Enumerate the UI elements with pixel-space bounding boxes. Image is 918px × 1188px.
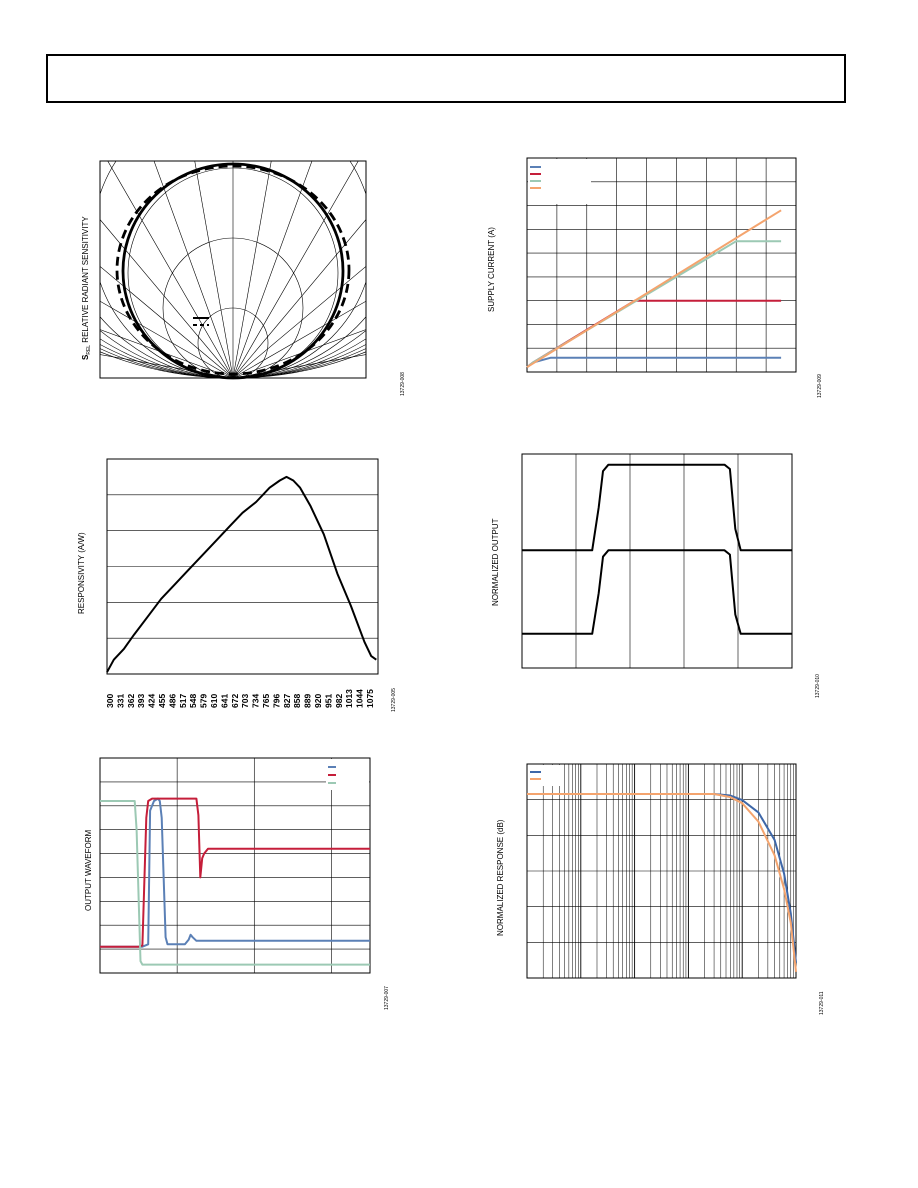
figure-code: 13729-010 bbox=[815, 674, 821, 698]
normalized-response-chart: NORMALIZED RESPONSE (dB) 13729-011 bbox=[496, 763, 825, 1015]
plot-frame bbox=[521, 453, 793, 669]
x-tick-label: 548 bbox=[188, 694, 198, 708]
polar-radial-line bbox=[232, 161, 313, 378]
polar-radial-line bbox=[100, 354, 234, 378]
x-tick-label: 703 bbox=[240, 694, 250, 708]
x-tick-label: 672 bbox=[230, 694, 240, 708]
polar-radial-line bbox=[100, 329, 234, 378]
series-line-3 bbox=[100, 800, 370, 966]
x-tick-label: 796 bbox=[271, 694, 281, 708]
supply-current-chart: SUPPLY CURRENT (A) 13729-009 bbox=[487, 157, 823, 398]
grid bbox=[527, 764, 796, 978]
x-tick-label: 455 bbox=[157, 694, 167, 708]
x-tick-label: 889 bbox=[303, 694, 313, 708]
series-line-4 bbox=[526, 209, 782, 369]
polar-radial-line bbox=[232, 161, 272, 378]
series-group bbox=[526, 209, 782, 369]
series-line-2 bbox=[522, 549, 792, 635]
y-axis-label: NORMALIZED RESPONSE (dB) bbox=[496, 819, 505, 936]
y-axis-label: NORMALIZED OUTPUT bbox=[491, 518, 500, 606]
polar-iso-circle bbox=[100, 338, 366, 378]
x-tick-label: 1013 bbox=[344, 689, 354, 708]
figure-code: 13729-008 bbox=[400, 372, 406, 396]
figure-code: 13729-005 bbox=[391, 688, 397, 712]
x-tick-label: 610 bbox=[209, 694, 219, 708]
polar-radial-line bbox=[100, 266, 234, 378]
series-line-1 bbox=[526, 356, 782, 368]
x-tick-label: 331 bbox=[115, 694, 125, 708]
polar-radial-line bbox=[232, 354, 366, 378]
y-axis-label: RESPONSIVITY (A/W) bbox=[77, 532, 86, 614]
radiant-sensitivity-chart: SREL RELATIVE RADIANT SENSITIVITY 13729-… bbox=[81, 160, 406, 396]
x-tick-labels: 300 331 362 393 424 455 486 517 548 579 610 641 672 7… bbox=[105, 689, 375, 708]
polar-series bbox=[115, 162, 351, 380]
series-group bbox=[106, 475, 377, 673]
y-axis-label: SUPPLY CURRENT (A) bbox=[487, 227, 496, 312]
series-line-1 bbox=[100, 797, 370, 948]
polar-radial-line bbox=[100, 300, 234, 378]
figure-code: 13729-009 bbox=[817, 374, 823, 398]
y-axis-label: OUTPUT WAVEFORM bbox=[84, 829, 93, 911]
x-tick-label: 1075 bbox=[365, 689, 375, 708]
x-tick-label: 424 bbox=[147, 694, 157, 708]
x-tick-label: 1044 bbox=[355, 689, 365, 708]
x-tick-label: 951 bbox=[323, 694, 333, 708]
x-tick-label: 300 bbox=[105, 694, 115, 708]
x-tick-label: 641 bbox=[219, 694, 229, 708]
polar-radial-line bbox=[232, 300, 366, 378]
responsivity-chart: 300 331 362 393 424 455 486 517 548 579 610 641 672 7… bbox=[77, 458, 397, 712]
polar-radial-line bbox=[232, 266, 366, 378]
x-tick-label: 579 bbox=[199, 694, 209, 708]
series-line-1 bbox=[106, 475, 377, 673]
x-tick-label: 517 bbox=[178, 694, 188, 708]
polar-radial-line bbox=[100, 219, 234, 378]
grid bbox=[107, 494, 378, 639]
polar-series-solid bbox=[121, 162, 345, 380]
series-group bbox=[100, 797, 370, 966]
normalized-output-chart: NORMALIZED OUTPUT 13729-010 bbox=[491, 453, 821, 698]
x-tick-label: 858 bbox=[292, 694, 302, 708]
page-header-box bbox=[46, 54, 846, 103]
series-line-2 bbox=[527, 793, 797, 973]
polar-grid bbox=[100, 161, 366, 378]
series-group bbox=[527, 793, 797, 973]
series-line-2 bbox=[100, 797, 370, 948]
x-tick-label: 362 bbox=[126, 694, 136, 708]
x-tick-label: 827 bbox=[282, 694, 292, 708]
polar-radial-line bbox=[232, 329, 366, 378]
plot-frame bbox=[99, 757, 371, 974]
x-tick-label: 486 bbox=[167, 694, 177, 708]
polar-radial-line bbox=[232, 161, 359, 378]
polar-radial-line bbox=[153, 161, 234, 378]
x-tick-label: 734 bbox=[251, 694, 261, 708]
series-group bbox=[522, 463, 792, 635]
polar-iso-circle bbox=[100, 343, 366, 378]
x-tick-label: 920 bbox=[313, 694, 323, 708]
output-waveform-chart: OUTPUT WAVEFORM 13729-007 bbox=[84, 757, 390, 1010]
figure-code: 13729-011 bbox=[819, 991, 825, 1015]
x-tick-label: 765 bbox=[261, 694, 271, 708]
legend-box bbox=[528, 765, 564, 786]
polar-series-dashed bbox=[115, 164, 351, 376]
series-line-1 bbox=[522, 463, 792, 552]
y-axis-label: SREL RELATIVE RADIANT SENSITIVITY bbox=[81, 216, 92, 360]
grid bbox=[100, 758, 370, 973]
polar-radial-line bbox=[107, 161, 234, 378]
plot-frame bbox=[526, 157, 797, 373]
x-tick-label: 393 bbox=[136, 694, 146, 708]
figure-code: 13729-007 bbox=[384, 986, 390, 1010]
polar-radial-line bbox=[194, 161, 234, 378]
grid bbox=[575, 454, 739, 668]
x-tick-label: 982 bbox=[334, 694, 344, 708]
polar-radial-line bbox=[232, 219, 366, 378]
polar-grid-inner bbox=[100, 161, 366, 378]
